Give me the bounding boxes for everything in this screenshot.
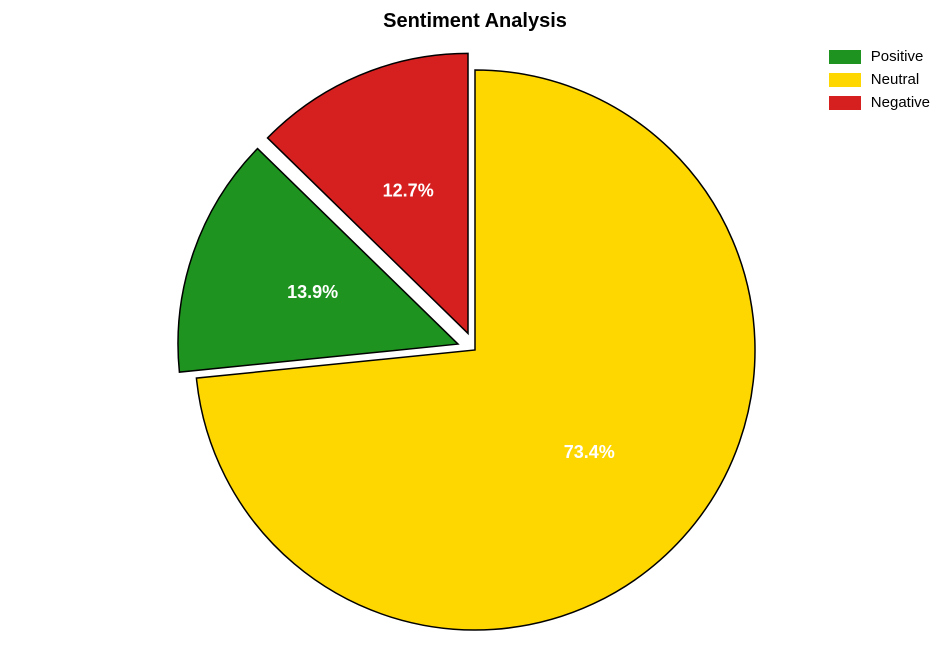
legend-swatch [829,73,861,87]
legend-label: Negative [871,94,930,111]
legend-item-positive: Positive [829,48,930,65]
slice-label-negative: 12.7% [383,180,434,200]
chart-title: Sentiment Analysis [383,10,567,33]
legend: Positive Neutral Negative [829,48,930,111]
legend-label: Positive [871,48,924,65]
slice-label-neutral: 73.4% [564,442,615,462]
legend-swatch [829,50,861,64]
legend-label: Neutral [871,71,919,88]
pie-chart: 73.4% 13.9% 12.7% [175,50,775,650]
legend-swatch [829,96,861,110]
legend-item-negative: Negative [829,94,930,111]
legend-item-neutral: Neutral [829,71,930,88]
slice-label-positive: 13.9% [287,282,338,302]
